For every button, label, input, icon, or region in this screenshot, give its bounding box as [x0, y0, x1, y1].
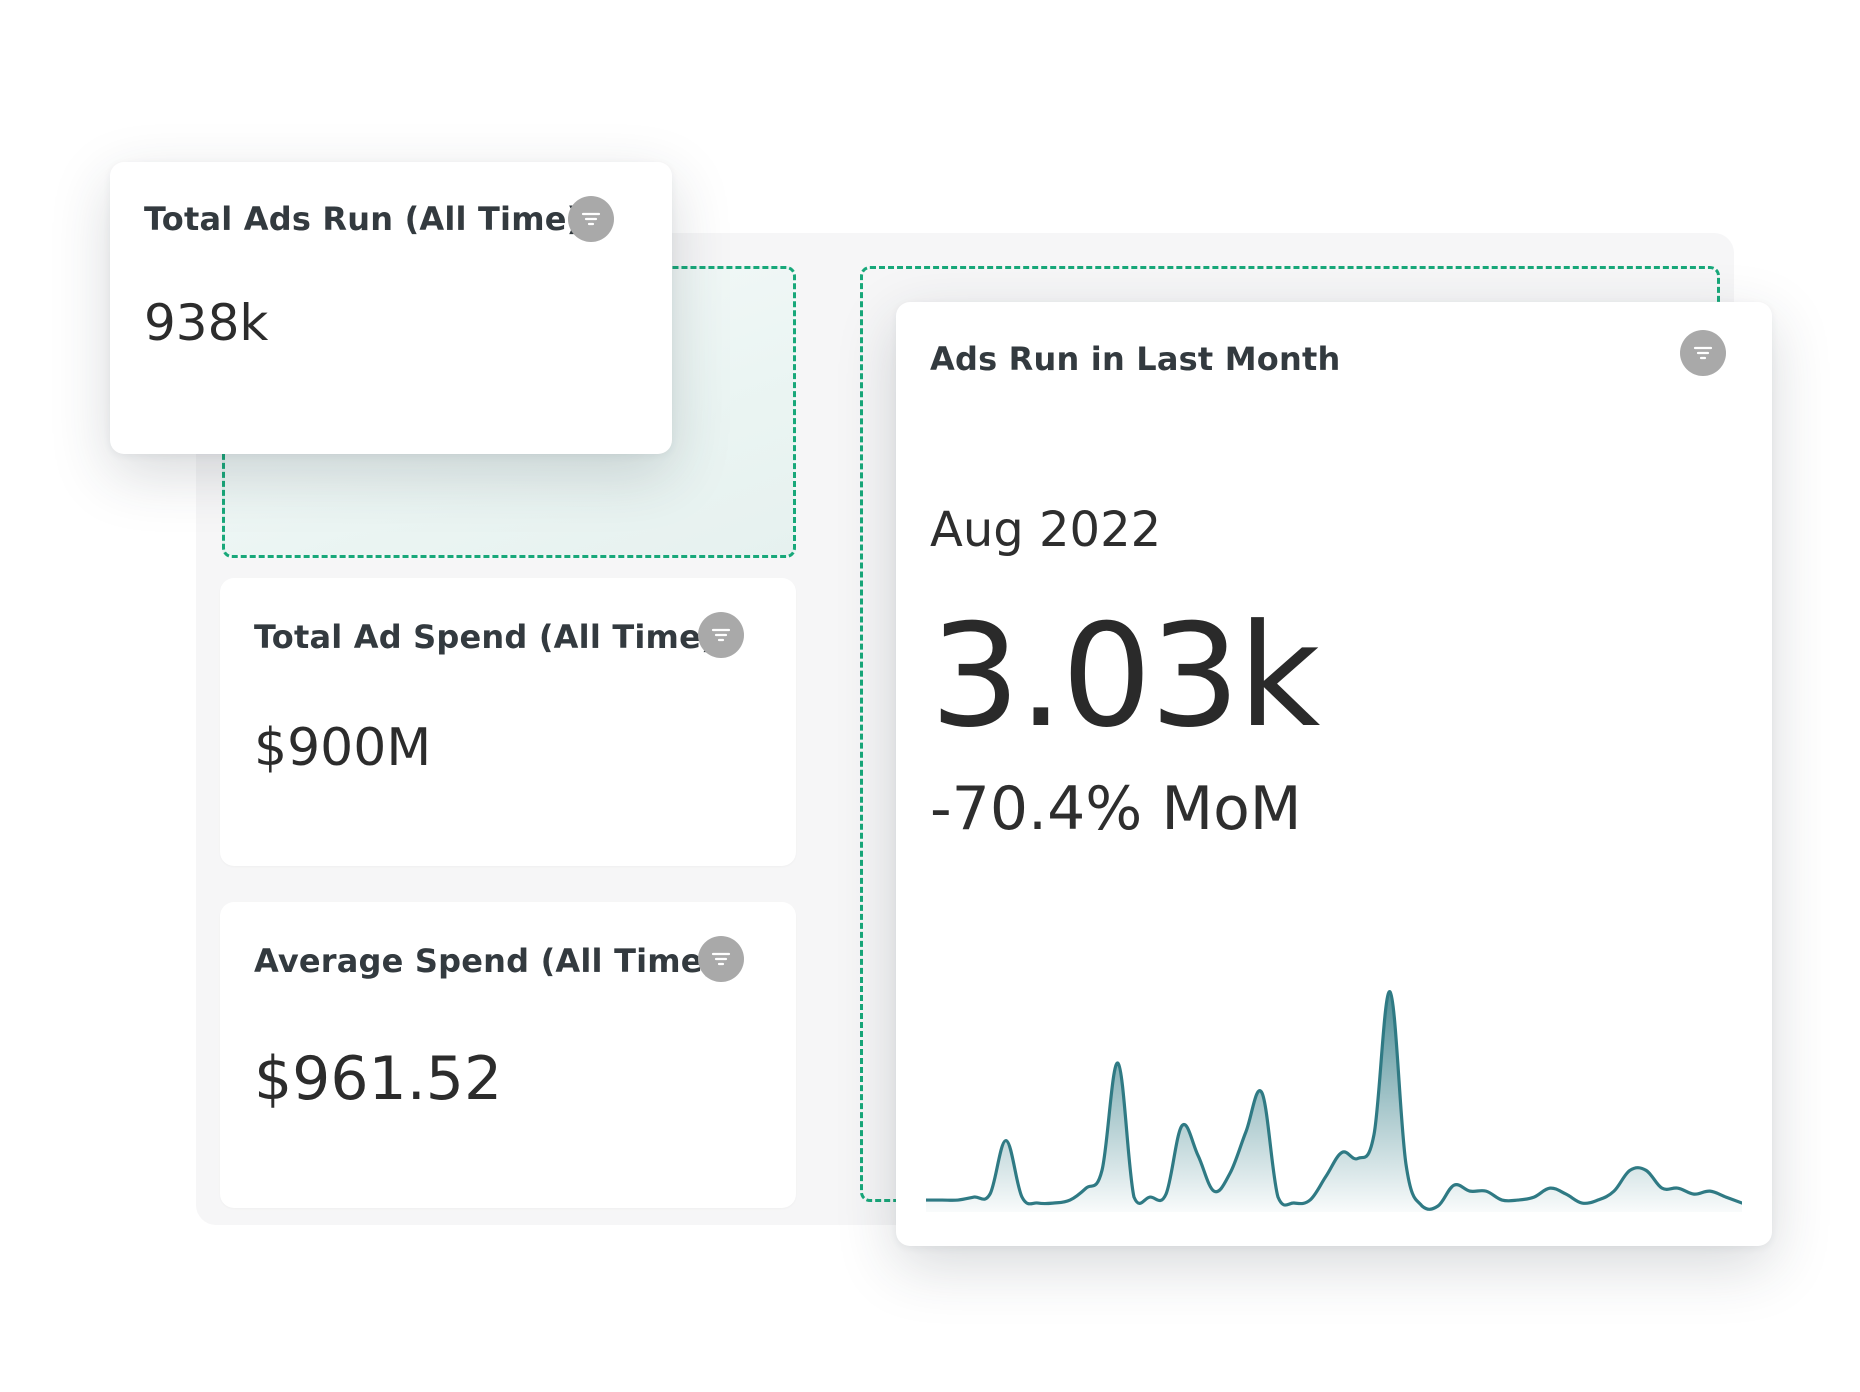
card-title: Ads Run in Last Month: [930, 340, 1341, 378]
ads-run-last-month-card[interactable]: Ads Run in Last Month Aug 2022 3.03k -70…: [896, 302, 1772, 1246]
filter-button[interactable]: [1680, 330, 1726, 376]
month-over-month-change: -70.4% MoM: [930, 774, 1302, 844]
metric-value: $900M: [254, 718, 432, 778]
card-title: Average Spend (All Time): [254, 942, 718, 980]
card-title: Total Ad Spend (All Time): [254, 618, 716, 656]
filter-button[interactable]: [568, 196, 614, 242]
filter-icon: [711, 952, 731, 966]
filter-icon: [581, 212, 601, 226]
total-ad-spend-card[interactable]: Total Ad Spend (All Time) $900M: [220, 578, 796, 866]
sparkline-area: [926, 991, 1742, 1212]
period-label: Aug 2022: [930, 502, 1162, 558]
sparkline-chart: [926, 990, 1742, 1212]
metric-value: $961.52: [254, 1044, 503, 1114]
card-title: Total Ads Run (All Time): [144, 200, 582, 238]
average-spend-card[interactable]: Average Spend (All Time) $961.52: [220, 902, 796, 1208]
filter-button[interactable]: [698, 612, 744, 658]
metric-value: 938k: [144, 294, 269, 352]
filter-icon: [711, 628, 731, 642]
metric-value: 3.03k: [930, 594, 1320, 759]
total-ads-run-card[interactable]: Total Ads Run (All Time) 938k: [110, 162, 672, 454]
filter-icon: [1693, 346, 1713, 360]
filter-button[interactable]: [698, 936, 744, 982]
sparkline-line: [926, 990, 1742, 1211]
